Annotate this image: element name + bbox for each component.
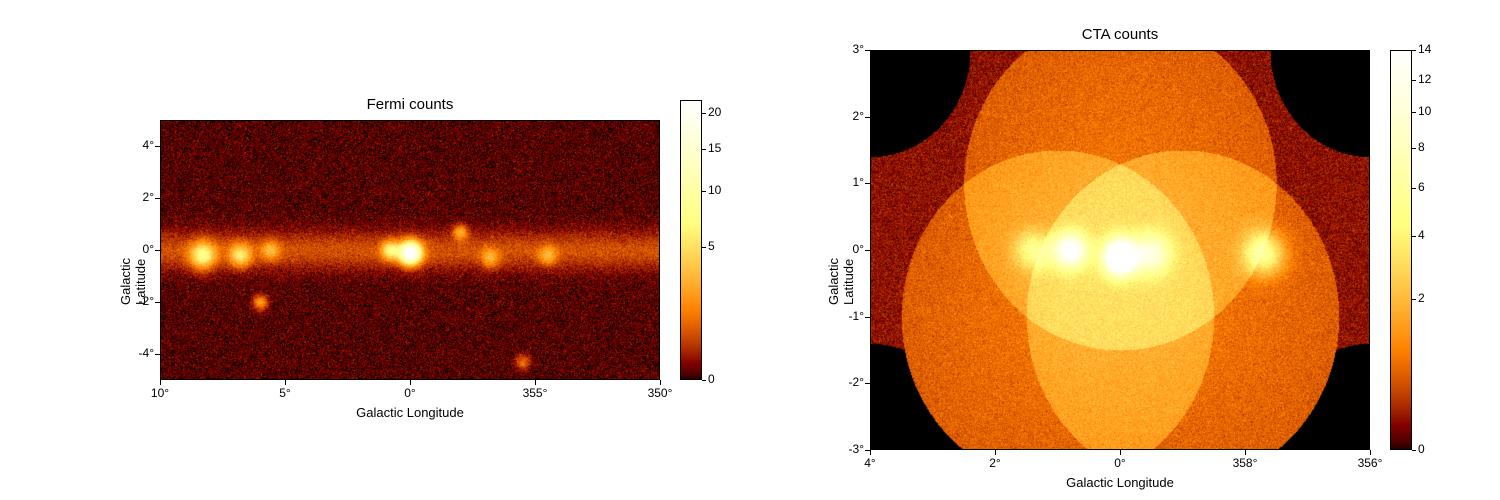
cbar-tick-label: 20 (708, 105, 721, 119)
ytick-label: 0° (120, 242, 154, 256)
fermi-xlabel: Galactic Longitude (160, 405, 660, 420)
cbar-tick-label: 4 (1418, 228, 1425, 242)
cbar-tick-label: 6 (1418, 180, 1425, 194)
ytick-label: -3° (830, 442, 864, 456)
xtick-label: 355° (517, 386, 553, 400)
cbar-tick-label: 0 (708, 372, 715, 386)
cbar-tick-label: 10 (708, 183, 721, 197)
xtick-label: 2° (977, 456, 1013, 470)
ytick-label: 3° (830, 42, 864, 56)
xtick-label: 5° (267, 386, 303, 400)
xtick-label: 10° (142, 386, 178, 400)
cbar-tick-label: 0 (1418, 442, 1425, 456)
ytick-label: 4° (120, 138, 154, 152)
cta-ylabel: Galactic Latitude (826, 258, 856, 305)
ytick-label: -2° (830, 375, 864, 389)
cbar-tick-label: 2 (1418, 291, 1425, 305)
ytick-label: 1° (830, 175, 864, 189)
cbar-tick-label: 5 (708, 239, 715, 253)
ytick-label: -2° (120, 294, 154, 308)
xtick-label: 4° (852, 456, 888, 470)
ytick-label: -1° (830, 309, 864, 323)
ytick-label: 2° (120, 190, 154, 204)
cta-colorbar-frame (1390, 50, 1412, 450)
fermi-heatmap (160, 120, 660, 380)
xtick-label: 0° (392, 386, 428, 400)
ytick-label: 0° (830, 242, 864, 256)
xtick-label: 356° (1352, 456, 1388, 470)
cbar-tick-label: 10 (1418, 104, 1431, 118)
xtick-label: 0° (1102, 456, 1138, 470)
fermi-colorbar-frame (680, 100, 702, 380)
cbar-tick-label: 14 (1418, 42, 1431, 56)
cbar-tick-label: 12 (1418, 72, 1431, 86)
xtick-label: 350° (642, 386, 678, 400)
cta-xlabel: Galactic Longitude (870, 475, 1370, 490)
cta-heatmap (870, 50, 1370, 450)
xtick-label: 358° (1227, 456, 1263, 470)
fermi-title: Fermi counts (160, 96, 660, 113)
ytick-label: 2° (830, 109, 864, 123)
cbar-tick-label: 15 (708, 141, 721, 155)
ytick-label: -4° (120, 346, 154, 360)
cbar-tick-label: 8 (1418, 140, 1425, 154)
cta-title: CTA counts (870, 26, 1370, 43)
